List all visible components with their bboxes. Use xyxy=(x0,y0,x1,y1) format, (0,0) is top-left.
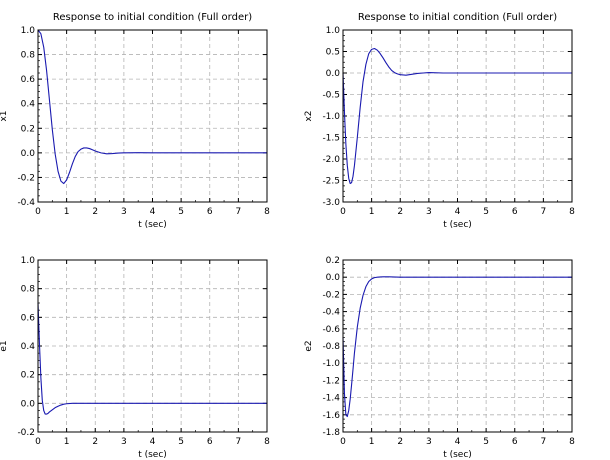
x-tick-label: 7 xyxy=(236,437,242,447)
x-tick-label: 2 xyxy=(397,207,403,217)
y-tick-label: 0.5 xyxy=(326,48,340,58)
chart-title: Response to initial condition (Full orde… xyxy=(53,12,252,23)
x-tick-label: 4 xyxy=(455,207,461,217)
y-tick-label: -0.2 xyxy=(17,428,35,438)
y-axis-label: e2 xyxy=(304,340,314,351)
y-tick-label: -0.5 xyxy=(322,91,340,101)
x-tick-label: 5 xyxy=(483,207,489,217)
plot-panel-3: 0 1 2 3 4 5 6 7 8 -0.2 0.0 0.2 0.4 0.6 0.8 1.0 t (sec) e1 xyxy=(0,256,270,460)
y-tick-label: -1.2 xyxy=(322,376,340,386)
y-tick-label: 0.8 xyxy=(21,51,36,61)
x-tick-label: 7 xyxy=(541,437,547,447)
series-line-1 xyxy=(342,276,572,418)
x-tick-label: 4 xyxy=(150,207,156,217)
y-tick-label: -1.0 xyxy=(322,112,340,122)
x-tick-label: 6 xyxy=(512,437,518,447)
x-axis-label: t (sec) xyxy=(138,450,167,460)
x-tick-label: 3 xyxy=(426,437,432,447)
y-tick-label: 0.0 xyxy=(326,273,341,283)
y-tick-label: -2.5 xyxy=(322,177,340,187)
y-axis-label: x2 xyxy=(304,110,314,121)
x-tick-label: 1 xyxy=(64,207,70,217)
y-axis-label: x1 xyxy=(0,110,9,121)
x-tick-label: 2 xyxy=(397,437,403,447)
y-tick-label: -0.8 xyxy=(322,342,340,352)
y-tick-label: 1.0 xyxy=(21,256,36,266)
y-tick-label: 0.4 xyxy=(21,100,36,110)
y-tick-label: 0.6 xyxy=(21,75,36,85)
y-tick-label: 0.4 xyxy=(21,342,36,352)
x-tick-label: 0 xyxy=(340,207,346,217)
x-tick-label: 2 xyxy=(92,207,98,217)
x-tick-label: 3 xyxy=(121,207,127,217)
y-tick-label: -1.8 xyxy=(322,428,340,438)
y-tick-label: -3.0 xyxy=(322,198,340,208)
y-tick-label: -1.0 xyxy=(322,359,340,369)
x-tick-label: 1 xyxy=(369,437,375,447)
x-tick-label: 5 xyxy=(178,207,184,217)
plot-frame xyxy=(342,259,573,433)
x-tick-label: 0 xyxy=(35,437,41,447)
y-tick-label: 1.0 xyxy=(326,26,341,36)
y-tick-label: -0.4 xyxy=(322,308,340,318)
y-tick-label: -2.0 xyxy=(322,155,340,165)
y-tick-label: 1.0 xyxy=(21,26,36,36)
x-tick-label: 3 xyxy=(426,207,432,217)
y-tick-label: 0.0 xyxy=(21,399,36,409)
x-tick-label: 7 xyxy=(236,207,242,217)
y-tick-label: 0.2 xyxy=(326,256,340,266)
x-tick-label: 4 xyxy=(455,437,461,447)
plot-frame xyxy=(37,259,268,433)
y-tick-label: 0.2 xyxy=(21,124,35,134)
x-tick-label: 0 xyxy=(35,207,41,217)
x-tick-label: 5 xyxy=(483,437,489,447)
x-tick-label: 6 xyxy=(512,207,518,217)
y-tick-label: -0.6 xyxy=(322,325,340,335)
series-line-1 xyxy=(342,47,572,185)
plot-frame xyxy=(37,29,268,203)
x-tick-label: 8 xyxy=(569,207,575,217)
x-tick-label: 2 xyxy=(92,437,98,447)
x-tick-label: 1 xyxy=(64,437,70,447)
series-line-1 xyxy=(37,29,267,185)
y-tick-label: -1.5 xyxy=(322,134,340,144)
plot-panel-2: 0 1 2 3 4 5 6 7 8 -3.0 -2.5 -2.0 -1.5 -1.0 -0.5 0.0 0.5 1… xyxy=(304,12,575,230)
y-tick-label: -0.2 xyxy=(322,290,340,300)
x-tick-label: 5 xyxy=(178,437,184,447)
x-axis-label: t (sec) xyxy=(138,220,167,230)
x-axis-label: t (sec) xyxy=(443,220,472,230)
x-tick-label: 3 xyxy=(121,437,127,447)
x-tick-label: 0 xyxy=(340,437,346,447)
x-tick-label: 6 xyxy=(207,207,213,217)
y-tick-label: -1.6 xyxy=(322,411,340,421)
y-axis-label: e1 xyxy=(0,340,9,351)
x-tick-label: 8 xyxy=(569,437,575,447)
x-tick-label: 4 xyxy=(150,437,156,447)
series-line-1 xyxy=(37,302,267,415)
x-tick-label: 6 xyxy=(207,437,213,447)
y-tick-label: -0.4 xyxy=(17,198,35,208)
y-tick-label: 0.2 xyxy=(21,371,35,381)
x-axis-label: t (sec) xyxy=(443,450,472,460)
plot-panel-4: 0 1 2 3 4 5 6 7 8 -1.8 -1.6 -1.4 -1.2 -1.0 -0.8 -0.6 -0.… xyxy=(304,256,575,460)
x-tick-label: 7 xyxy=(541,207,547,217)
x-tick-label: 8 xyxy=(264,207,270,217)
y-tick-label: 0.8 xyxy=(21,285,36,295)
y-tick-label: -1.4 xyxy=(322,394,340,404)
y-tick-label: -0.2 xyxy=(17,173,35,183)
plot-panel-1: 0 1 2 3 4 5 6 7 8 -0.4 -0.2 0.0 0.2 0.4 0.6 0.8 1.0 Respo… xyxy=(0,12,270,230)
y-tick-label: 0.0 xyxy=(21,149,36,159)
y-tick-label: 0.6 xyxy=(21,313,36,323)
x-tick-label: 1 xyxy=(369,207,375,217)
plot-frame xyxy=(342,29,573,203)
chart-title: Response to initial condition (Full orde… xyxy=(358,12,557,23)
y-tick-label: 0.0 xyxy=(326,69,341,79)
x-tick-label: 8 xyxy=(264,437,270,447)
